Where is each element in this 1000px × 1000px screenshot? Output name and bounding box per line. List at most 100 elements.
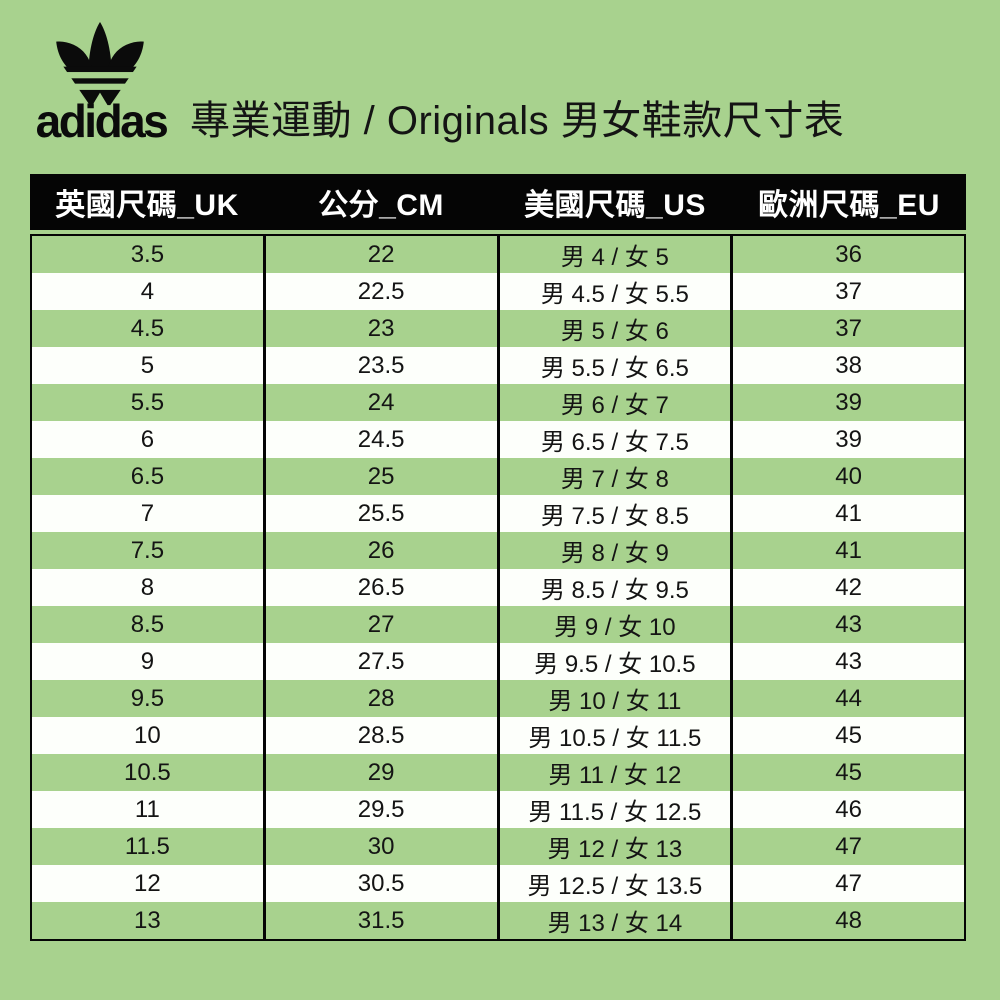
table-cell: 22	[262, 236, 497, 273]
table-cell: 29	[262, 754, 497, 791]
table-cell: 男 5.5 / 女 6.5	[496, 347, 731, 384]
table-row: 11 29.5 男 11.5 / 女 12.5 46	[32, 791, 964, 828]
table-cell: 男 4 / 女 5	[496, 236, 731, 273]
table-cell: 39	[730, 384, 964, 421]
table-cell: 11.5	[124, 832, 170, 860]
table-cell: 22.5	[262, 273, 497, 310]
table-cell: 男 5 / 女 6	[496, 310, 731, 347]
table-cell: 39	[730, 421, 964, 458]
table-cell: 29.5	[262, 791, 497, 828]
table-cell: 26.5	[262, 569, 497, 606]
table-cell: 45	[730, 754, 964, 791]
brand-wordmark: adidas	[35, 95, 169, 147]
table-cell: 28.5	[262, 717, 497, 754]
table-row: 3.5 22 男 4 / 女 5 36	[32, 236, 964, 273]
table-cell: 47	[730, 828, 964, 865]
table-cell: 41	[730, 495, 964, 532]
table-cell: 6	[140, 425, 155, 453]
table-cell: 43	[730, 606, 964, 643]
table-cell: 37	[730, 310, 964, 347]
table-row: 6.5 25 男 7 / 女 8 40	[32, 458, 964, 495]
column-header-uk: 英國尺碼_UK	[55, 189, 239, 222]
table-cell: 25.5	[262, 495, 497, 532]
table-cell: 男 10 / 女 11	[496, 680, 731, 717]
table-cell: 8.5	[130, 610, 165, 638]
table-cell: 男 4.5 / 女 5.5	[496, 273, 731, 310]
table-cell: 5.5	[130, 388, 165, 416]
table-cell: 9.5	[130, 684, 165, 712]
table-cell: 男 12.5 / 女 13.5	[496, 865, 731, 902]
table-cell: 24.5	[262, 421, 497, 458]
table-cell: 6.5	[130, 462, 165, 490]
table-cell: 10	[134, 721, 161, 749]
table-row: 5.5 24 男 6 / 女 7 39	[32, 384, 964, 421]
table-cell: 男 13 / 女 14	[496, 902, 731, 939]
table-row: 13 31.5 男 13 / 女 14 48	[32, 902, 964, 939]
table-cell: 男 7 / 女 8	[496, 458, 731, 495]
table-cell: 23.5	[262, 347, 497, 384]
size-table-header: 英國尺碼_UK 公分_CM 美國尺碼_US 歐洲尺碼_EU	[30, 174, 966, 230]
table-row: 8.5 27 男 9 / 女 10 43	[32, 606, 964, 643]
table-cell: 男 11 / 女 12	[496, 754, 731, 791]
table-cell: 28	[262, 680, 497, 717]
table-cell: 27	[262, 606, 497, 643]
table-cell: 10.5	[124, 758, 171, 786]
table-row: 12 30.5 男 12.5 / 女 13.5 47	[32, 865, 964, 902]
table-cell: 男 9.5 / 女 10.5	[496, 643, 731, 680]
table-cell: 30	[262, 828, 497, 865]
adidas-trefoil-icon	[55, 22, 145, 106]
table-cell: 38	[730, 347, 964, 384]
table-cell: 男 6.5 / 女 7.5	[496, 421, 731, 458]
table-cell: 8	[140, 573, 155, 601]
table-row: 6 24.5 男 6.5 / 女 7.5 39	[32, 421, 964, 458]
table-cell: 9	[140, 647, 155, 675]
table-row: 10 28.5 男 10.5 / 女 11.5 45	[32, 717, 964, 754]
table-cell: 48	[730, 902, 964, 939]
table-row: 4.5 23 男 5 / 女 6 37	[32, 310, 964, 347]
table-cell: 男 6 / 女 7	[496, 384, 731, 421]
table-cell: 30.5	[262, 865, 497, 902]
table-row: 4 22.5 男 4.5 / 女 5.5 37	[32, 273, 964, 310]
table-cell: 27.5	[262, 643, 497, 680]
table-cell: 7.5	[130, 536, 165, 564]
table-cell: 7	[140, 499, 155, 527]
table-cell: 13	[134, 906, 161, 934]
table-row: 9.5 28 男 10 / 女 11 44	[32, 680, 964, 717]
table-cell: 男 8 / 女 9	[496, 532, 731, 569]
table-cell: 25	[262, 458, 497, 495]
table-cell: 37	[730, 273, 964, 310]
page-title: 專業運動 / Originals 男女鞋款尺寸表	[190, 99, 845, 143]
table-cell: 男 9 / 女 10	[496, 606, 731, 643]
table-row: 11.5 30 男 12 / 女 13 47	[32, 828, 964, 865]
table-cell: 46	[730, 791, 964, 828]
table-row: 10.5 29 男 11 / 女 12 45	[32, 754, 964, 791]
table-row: 9 27.5 男 9.5 / 女 10.5 43	[32, 643, 964, 680]
table-cell: 男 7.5 / 女 8.5	[496, 495, 731, 532]
table-cell: 11	[134, 795, 160, 823]
table-row: 8 26.5 男 8.5 / 女 9.5 42	[32, 569, 964, 606]
table-row: 7 25.5 男 7.5 / 女 8.5 41	[32, 495, 964, 532]
table-cell: 男 8.5 / 女 9.5	[496, 569, 731, 606]
table-cell: 男 10.5 / 女 11.5	[496, 717, 731, 754]
table-cell: 45	[730, 717, 964, 754]
table-cell: 4.5	[130, 314, 165, 342]
table-cell: 男 11.5 / 女 12.5	[496, 791, 731, 828]
table-cell: 43	[730, 643, 964, 680]
table-cell: 47	[730, 865, 964, 902]
table-cell: 31.5	[262, 902, 497, 939]
column-header-us: 美國尺碼_US	[524, 189, 706, 222]
table-cell: 36	[730, 236, 964, 273]
table-cell: 44	[730, 680, 964, 717]
size-table-body: 3.5 22 男 4 / 女 5 36 4 22.5 男 4.5 / 女 5.5 37 4.5 2…	[30, 234, 966, 941]
table-row: 7.5 26 男 8 / 女 9 41	[32, 532, 964, 569]
table-cell: 12	[134, 869, 161, 897]
table-cell: 40	[730, 458, 964, 495]
table-cell: 42	[730, 569, 964, 606]
table-row: 5 23.5 男 5.5 / 女 6.5 38	[32, 347, 964, 384]
table-cell: 26	[262, 532, 497, 569]
table-cell: 41	[730, 532, 964, 569]
table-cell: 男 12 / 女 13	[496, 828, 731, 865]
column-header-cm: 公分_CM	[318, 189, 444, 222]
table-cell: 23	[262, 310, 497, 347]
